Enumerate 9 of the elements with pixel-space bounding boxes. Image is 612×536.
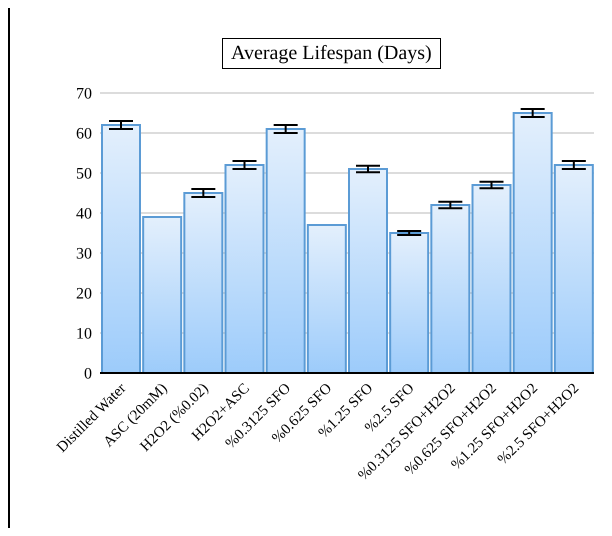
y-tick-label: 60 — [76, 126, 92, 143]
y-tick-label: 10 — [76, 326, 92, 343]
y-tick-label: 40 — [76, 206, 92, 223]
chart-title: Average Lifespan (Days) — [222, 38, 441, 69]
y-tick-label: 0 — [84, 366, 92, 383]
y-tick-label: 20 — [76, 286, 92, 303]
y-tick-label: 50 — [76, 166, 92, 183]
y-tick-label: 70 — [76, 86, 92, 103]
y-tick-label: 30 — [76, 246, 92, 263]
